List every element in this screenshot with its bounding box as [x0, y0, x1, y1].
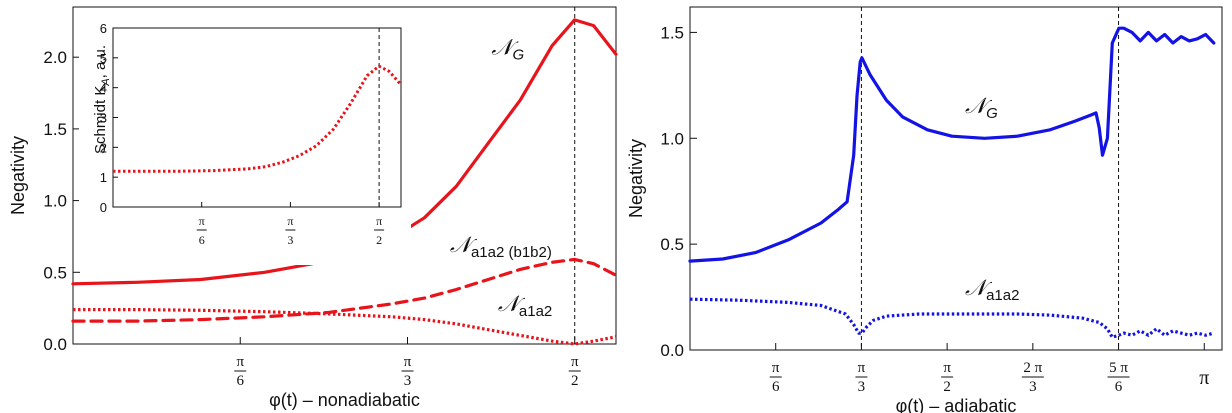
x-tick-label-0-2: π2: [568, 354, 581, 389]
x-tick-label-0-0-den: 6: [236, 373, 244, 389]
y-tick-label-1-1: 0.5: [660, 235, 684, 254]
inset-y-tick-label-5: 5: [100, 51, 107, 66]
y-tick-label-0-3: 1.5: [43, 120, 67, 139]
inset-y-axis-label: Schmidt KA, a.u.: [92, 45, 112, 154]
annotation-subscript: G: [513, 46, 525, 63]
x-tick-label-0-1-num: π: [404, 354, 412, 370]
inset-y-tick-label-6: 6: [100, 21, 107, 36]
y-tick-label-1-0: 0.0: [660, 341, 684, 360]
inset-x-tick-label-1-den: 3: [287, 233, 293, 247]
inset-x-tick-label-0: π6: [196, 214, 207, 247]
series-line-Nab: [71, 257, 618, 323]
x-axis-label-1: φ(t) – adiabatic: [896, 396, 1017, 413]
annotation-subscript: a1a2: [519, 303, 552, 320]
y-tick-label-0-2: 1.0: [43, 192, 67, 211]
inset-series-line-K: [113, 64, 403, 173]
x-axis-label-0: φ(t) – nonadiabatic: [269, 390, 420, 410]
plot-frame-0: [72, 6, 617, 345]
annotation-ann-ng2: 𝒩G: [965, 94, 998, 122]
x-tick-label-0-0: π6: [234, 354, 247, 389]
inset-y-axis-label-sub: A: [100, 78, 112, 86]
x-tick-label-1-0-num: π: [772, 360, 780, 376]
inset-x-tick-label-0-num: π: [199, 214, 205, 228]
y-tick-label-0-1: 0.5: [43, 263, 67, 282]
x-tick-label-1-0: π6: [769, 360, 782, 395]
inset-y-tick-label-0: 0: [100, 200, 107, 215]
x-tick-label-1-4: 5 π6: [1107, 360, 1130, 395]
annotation-ann-ng: 𝒩G: [491, 35, 524, 63]
y-axis-label-1: Negativity: [626, 139, 646, 218]
x-tick-label-1-1-den: 3: [858, 379, 866, 395]
x-tick-label-0-1-den: 3: [404, 373, 412, 389]
inset-y-axis-label-main: Schmidt K: [92, 86, 109, 154]
x-tick-label-1-3-num: 2 π: [1023, 360, 1042, 376]
inset-background: [79, 18, 411, 265]
inset-x-tick-label-2-den: 2: [376, 233, 382, 247]
x-tick-label-1-2-num: π: [943, 360, 951, 376]
annotation-ann-nab: 𝒩a1a2 (b1b2): [450, 233, 552, 261]
x-tick-label-1-3: 2 π3: [1021, 360, 1044, 395]
inset-x-tick-label-0-den: 6: [199, 233, 205, 247]
annotation-subscript: G: [986, 105, 998, 122]
y-axis-label-0: Negativity: [8, 136, 28, 215]
x-tick-label-1-1: π3: [855, 360, 868, 395]
annotation-subscript: a1a2: [986, 287, 1019, 304]
x-tick-label-1-1-num: π: [858, 360, 866, 376]
inset-x-tick-label-2: π2: [374, 214, 385, 247]
x-tick-label-1-0-den: 6: [772, 379, 780, 395]
inset-x-tick-label-1: π3: [285, 214, 296, 247]
inset-y-tick-label-1: 1: [100, 170, 107, 185]
annotation-ann-na2: 𝒩a1a2: [965, 276, 1019, 304]
inset-y-tick-label-2: 2: [100, 140, 107, 155]
x-tick-label-1-5: π: [1199, 367, 1209, 389]
x-tick-label-0-1: π3: [401, 354, 414, 389]
inset-y-axis-label-suffix: , a.u.: [92, 45, 109, 78]
x-tick-label-0-0-num: π: [236, 354, 244, 370]
series-line-Na2: [689, 297, 1215, 339]
annotation-ann-na: 𝒩a1a2: [498, 292, 552, 320]
x-tick-label-0-2-den: 2: [571, 373, 579, 389]
series-line-NG2: [688, 26, 1216, 263]
x-tick-label-0-2-num: π: [571, 354, 579, 370]
inset-x-tick-label-1-num: π: [287, 214, 293, 228]
y-tick-label-0-4: 2.0: [43, 48, 67, 67]
inset-y-tick-label-3: 3: [100, 111, 107, 126]
y-tick-label-1-2: 1.0: [660, 129, 684, 148]
x-tick-label-1-4-num: 5 π: [1109, 360, 1128, 376]
annotation-subscript: a1a2 (b1b2): [471, 244, 552, 261]
y-tick-label-1-3: 1.5: [660, 23, 684, 42]
inset-x-tick-label-2-num: π: [376, 214, 382, 228]
x-tick-label-1-3-den: 3: [1029, 379, 1037, 395]
x-tick-label-1-2: π2: [941, 360, 954, 395]
x-tick-label-1-2-den: 2: [943, 379, 951, 395]
x-tick-label-1-4-den: 6: [1115, 379, 1123, 395]
inset-y-tick-label-4: 4: [100, 81, 107, 96]
y-tick-label-0-0: 0.0: [43, 335, 67, 354]
series-line-NG: [71, 18, 618, 286]
plot-frame-1: [689, 6, 1223, 351]
